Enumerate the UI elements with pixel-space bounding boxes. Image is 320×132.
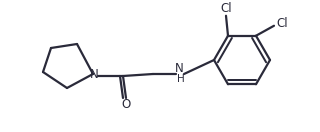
Text: O: O bbox=[121, 98, 131, 112]
Text: H: H bbox=[177, 74, 185, 84]
Text: Cl: Cl bbox=[276, 17, 288, 30]
Text: N: N bbox=[175, 62, 183, 76]
Text: N: N bbox=[90, 67, 98, 81]
Text: Cl: Cl bbox=[220, 2, 232, 15]
